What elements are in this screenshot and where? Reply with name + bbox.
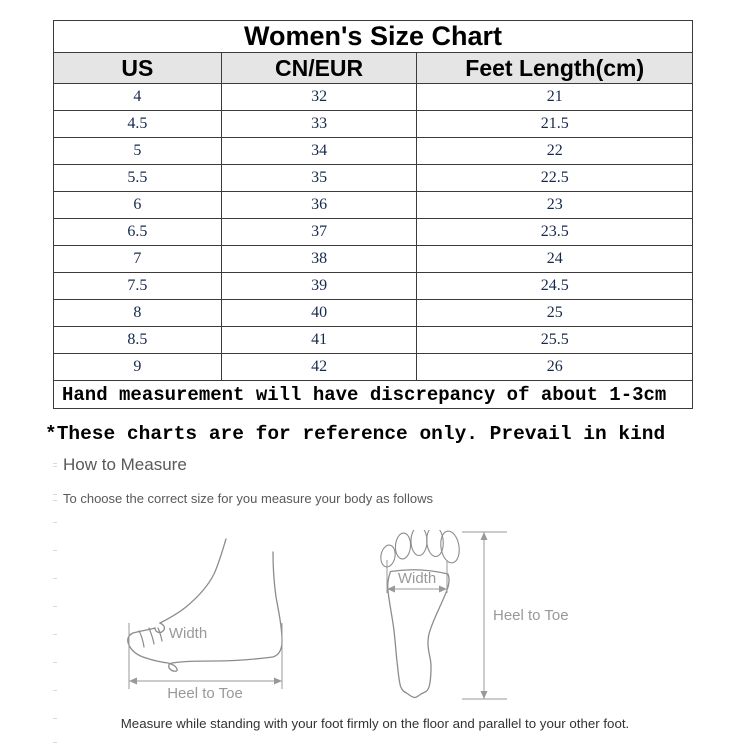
svg-text:Heel to Toe: Heel to Toe bbox=[167, 685, 243, 702]
svg-text:Width: Width bbox=[169, 625, 207, 642]
svg-text:Width: Width bbox=[398, 570, 436, 587]
svg-text:Heel to Toe: Heel to Toe bbox=[493, 607, 569, 624]
